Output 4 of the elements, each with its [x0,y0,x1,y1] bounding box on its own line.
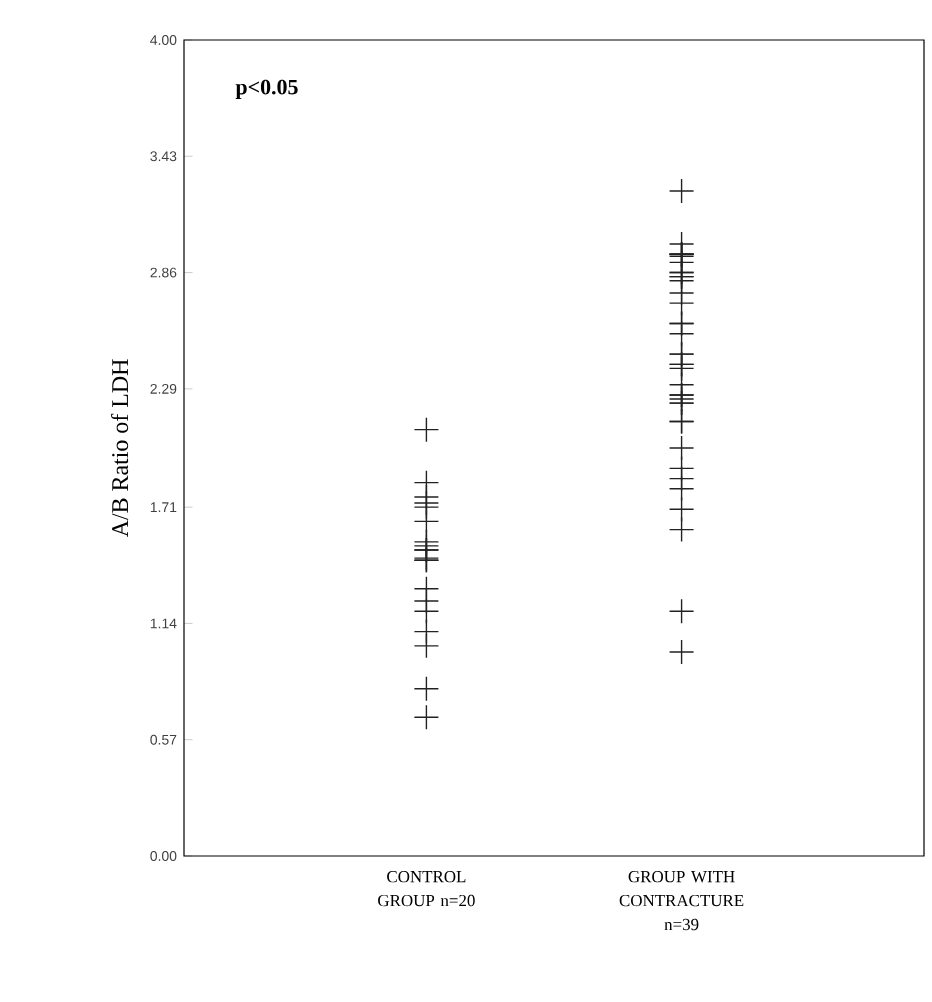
annotation: p<0.05 [235,79,298,99]
x-tick-label: CONTROL GROUP n=20 [378,870,475,907]
x-tick-label: GROUP WITH CONTRACTURE n=39 [619,870,744,931]
y-axis-title: A/B Ratio of LDH [111,359,129,538]
